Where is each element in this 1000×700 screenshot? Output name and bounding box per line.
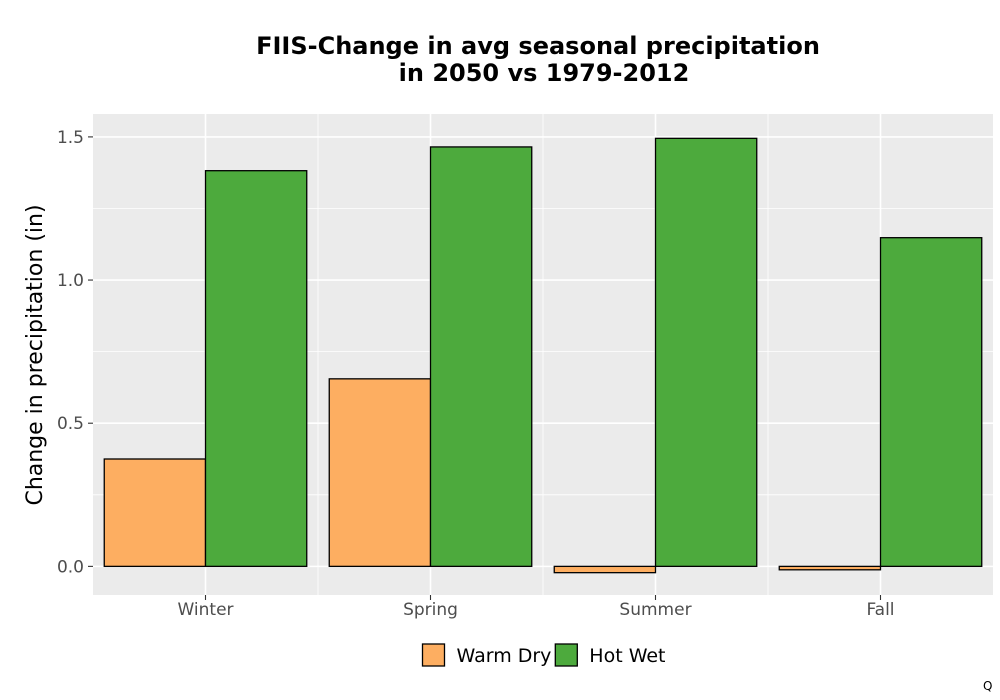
chart-title-line-2: in 2050 vs 1979-2012 xyxy=(399,59,690,87)
y-tick-label: 0.0 xyxy=(57,557,84,577)
x-tick-label: Spring xyxy=(403,600,458,620)
legend-label-warm-dry: Warm Dry xyxy=(457,645,552,667)
x-tick-label: Summer xyxy=(619,600,691,620)
caption: Q xyxy=(983,679,992,693)
bar-hot-wet-fall xyxy=(879,237,983,568)
y-axis-ticks: 0.0 0.5 1.0 1.5 xyxy=(57,128,93,577)
legend-key-warm-dry xyxy=(421,643,446,667)
legend: Warm Dry Hot Wet xyxy=(421,643,666,667)
bar-warm-dry-fall xyxy=(778,565,882,571)
y-axis-label: Change in precipitation (in) xyxy=(23,204,48,505)
x-axis-ticks: Winter Spring Summer Fall xyxy=(177,595,895,620)
bar-warm-dry-summer xyxy=(553,565,657,574)
bar-warm-dry-spring xyxy=(328,378,432,568)
legend-key-hot-wet xyxy=(554,643,578,667)
chart-title-line-1: FIIS-Change in avg seasonal precipitatio… xyxy=(256,32,820,60)
legend-label-hot-wet: Hot Wet xyxy=(589,645,665,667)
x-tick-label: Winter xyxy=(177,600,233,620)
bar-hot-wet-summer xyxy=(654,137,758,568)
bar-hot-wet-spring xyxy=(429,146,533,568)
y-tick-label: 1.5 xyxy=(57,128,84,148)
y-tick-label: 1.0 xyxy=(57,271,84,291)
bar-hot-wet-winter xyxy=(204,170,308,568)
x-tick-label: Fall xyxy=(866,600,894,620)
bar-warm-dry-winter xyxy=(103,458,207,568)
bars xyxy=(103,137,983,574)
y-tick-label: 0.5 xyxy=(57,414,84,434)
